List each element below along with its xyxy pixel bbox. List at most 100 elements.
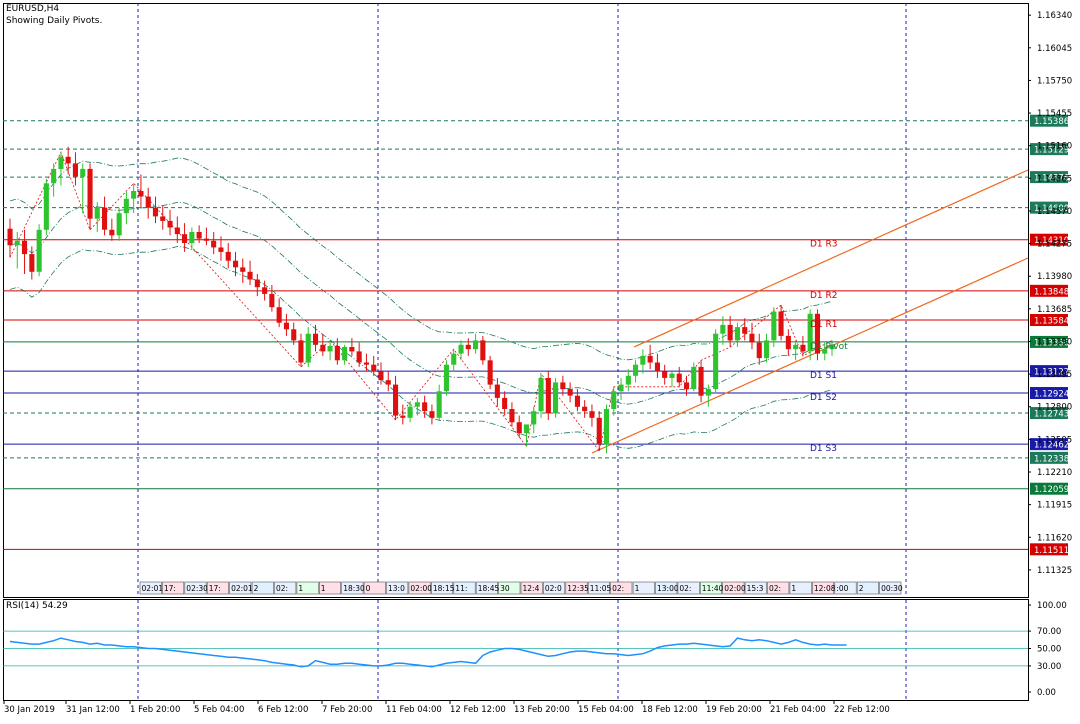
time-strip-box (655, 581, 678, 595)
time-axis-label: 21 Feb 04:00 (770, 705, 826, 715)
time-strip-cell: 13:0 (386, 581, 409, 595)
time-strip-cell: 11:40 (699, 581, 724, 595)
bear-candle (349, 338, 355, 356)
candle-body (313, 333, 319, 345)
time-strip-label: 02:01 (231, 584, 253, 593)
time-strip-label: 11:40 (702, 584, 724, 593)
candle-body (589, 411, 595, 418)
time-axis-label: 18 Feb 12:00 (642, 705, 698, 715)
candle-body (80, 168, 86, 177)
bull-candle (553, 377, 559, 418)
bull-candle (538, 373, 544, 418)
bear-candle (371, 355, 377, 376)
price-tag: 1.15129 (1030, 143, 1069, 156)
candle-body (152, 207, 158, 217)
rsi-tick-label: 0.00 (1037, 688, 1056, 698)
candle-body (262, 287, 268, 294)
bull-candle (473, 333, 479, 354)
candle-body (94, 207, 100, 219)
time-strip-cell: 18:30 (341, 581, 365, 595)
bear-candle (393, 375, 399, 421)
price-tag: 1.15386 (1030, 114, 1069, 127)
time-strip-cell: 00:30 (879, 581, 903, 595)
candle-body (603, 409, 609, 445)
bear-candle (509, 402, 515, 427)
bear-candle (756, 333, 762, 365)
candle-body (545, 378, 551, 414)
time-strip-box (520, 581, 543, 595)
candle-body (65, 156, 71, 164)
candle-body (145, 196, 151, 208)
price-tag-box (1030, 482, 1068, 495)
time-strip-label: 1 (321, 584, 326, 593)
bull-candle (131, 183, 137, 214)
time-strip-box (475, 581, 498, 595)
candle-body (807, 313, 813, 352)
price-tag-box (1030, 451, 1068, 464)
candle-body (87, 168, 93, 219)
time-axis-label: 12 Feb 12:00 (450, 705, 506, 715)
candle-body (742, 327, 748, 334)
time-strip-box (789, 581, 812, 595)
candle-body (298, 340, 304, 363)
bear-candle (465, 338, 471, 356)
candle-body (291, 329, 297, 341)
price-tag: 1.14310 (1030, 233, 1069, 246)
time-axis-label: 5 Feb 04:00 (194, 705, 244, 715)
candle-body (800, 344, 806, 352)
time-strip-cell: 18:15 (431, 581, 455, 595)
bear-candle (262, 280, 268, 301)
candle-body (72, 163, 78, 177)
bear-candle (109, 218, 115, 241)
pivot-label-r2: D1 R2 (810, 291, 838, 301)
bull-candle (669, 371, 675, 387)
candle-body (356, 351, 362, 363)
candle-body (502, 397, 508, 409)
candle-body (480, 340, 486, 361)
price-tag: 1.12743 (1030, 407, 1069, 420)
candle-body (829, 344, 835, 350)
price-tag: 1.12924 (1030, 387, 1069, 400)
candle-body (465, 344, 471, 350)
time-strip-box (565, 581, 588, 595)
bear-candle (502, 391, 508, 416)
price-tick-label: 1.14275 (1037, 240, 1072, 250)
bear-candle (211, 231, 217, 255)
bear-candle (654, 353, 660, 378)
candle-body (611, 391, 617, 409)
candle-body (29, 254, 35, 272)
candle-body (713, 333, 719, 389)
candle-body (407, 406, 413, 418)
price-tick-label: 1.12210 (1037, 468, 1072, 478)
time-strip-label: 11: (455, 584, 467, 593)
price-tag-label: 1.13584 (1034, 317, 1069, 327)
candle-body (305, 333, 311, 363)
bull-candle (720, 316, 726, 345)
price-tick-label: 1.13685 (1037, 305, 1072, 315)
candle-body (720, 324, 726, 334)
candle-body (771, 311, 777, 341)
candle-body (582, 406, 588, 412)
time-strip-cell: 1 (318, 581, 341, 595)
candle-body (822, 349, 828, 354)
price-tick-label: 1.13095 (1037, 370, 1072, 380)
bear-candle (240, 258, 246, 283)
candle-body (196, 232, 202, 239)
time-strip-label: 12:08 (814, 584, 836, 593)
candle-body (516, 422, 522, 434)
candle-body (131, 191, 137, 199)
time-strip-cell: 30 (498, 581, 521, 595)
candle-body (167, 220, 173, 228)
price-tick-label: 1.12800 (1037, 403, 1072, 413)
time-strip-box (318, 581, 341, 595)
bull-candle (436, 384, 442, 421)
bear-candle (574, 389, 580, 412)
time-strip-cell: 17: (162, 581, 185, 595)
price-tick-label: 1.16340 (1037, 11, 1072, 21)
rsi-indicator: 100.00 70.00 50.00 30.00 0.00 (3, 601, 1067, 698)
candle-body (189, 232, 195, 244)
bear-candle (152, 196, 158, 224)
price-tag-label: 1.11511 (1034, 546, 1069, 556)
